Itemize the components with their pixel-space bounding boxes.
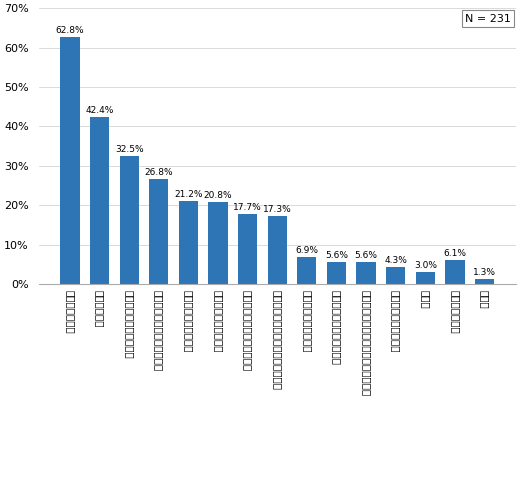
Bar [60,37,80,284]
Text: 42.4%: 42.4% [85,106,114,115]
Text: 62.8%: 62.8% [56,25,84,35]
Bar [297,257,317,284]
Bar [120,156,139,284]
Text: 5.6%: 5.6% [325,251,348,260]
Text: 1.3%: 1.3% [473,268,496,277]
Bar [475,279,494,284]
Text: 20.8%: 20.8% [204,191,232,200]
Text: 5.6%: 5.6% [355,251,378,260]
Bar [415,272,435,284]
Text: N = 231: N = 231 [465,14,511,24]
Text: 3.0%: 3.0% [414,261,437,270]
Bar [445,260,464,284]
Text: 32.5%: 32.5% [115,145,144,154]
Text: 17.3%: 17.3% [263,205,292,214]
Bar [386,267,405,284]
Bar [238,215,257,284]
Text: 6.9%: 6.9% [295,246,318,255]
Text: 17.7%: 17.7% [233,203,262,213]
Text: 4.3%: 4.3% [384,256,407,265]
Bar [327,262,346,284]
Bar [179,200,198,284]
Bar [149,178,168,284]
Bar [90,117,109,284]
Bar [268,216,287,284]
Text: 6.1%: 6.1% [444,249,466,258]
Bar [356,262,375,284]
Text: 21.2%: 21.2% [174,190,203,198]
Text: 26.8%: 26.8% [145,168,173,176]
Bar [209,202,228,284]
